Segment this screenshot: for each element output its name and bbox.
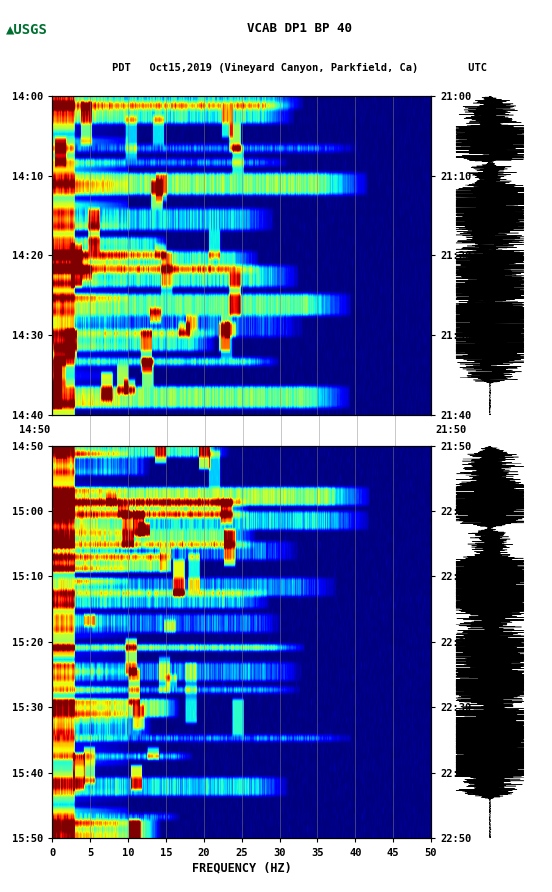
- Text: 14:50: 14:50: [19, 425, 50, 435]
- Text: VCAB DP1 BP 40: VCAB DP1 BP 40: [247, 22, 352, 36]
- Text: PDT   Oct15,2019 (Vineyard Canyon, Parkfield, Ca)        UTC: PDT Oct15,2019 (Vineyard Canyon, Parkfie…: [112, 62, 487, 73]
- X-axis label: FREQUENCY (HZ): FREQUENCY (HZ): [192, 862, 291, 875]
- Text: 21:50: 21:50: [436, 425, 466, 435]
- Text: ▲USGS: ▲USGS: [6, 22, 47, 37]
